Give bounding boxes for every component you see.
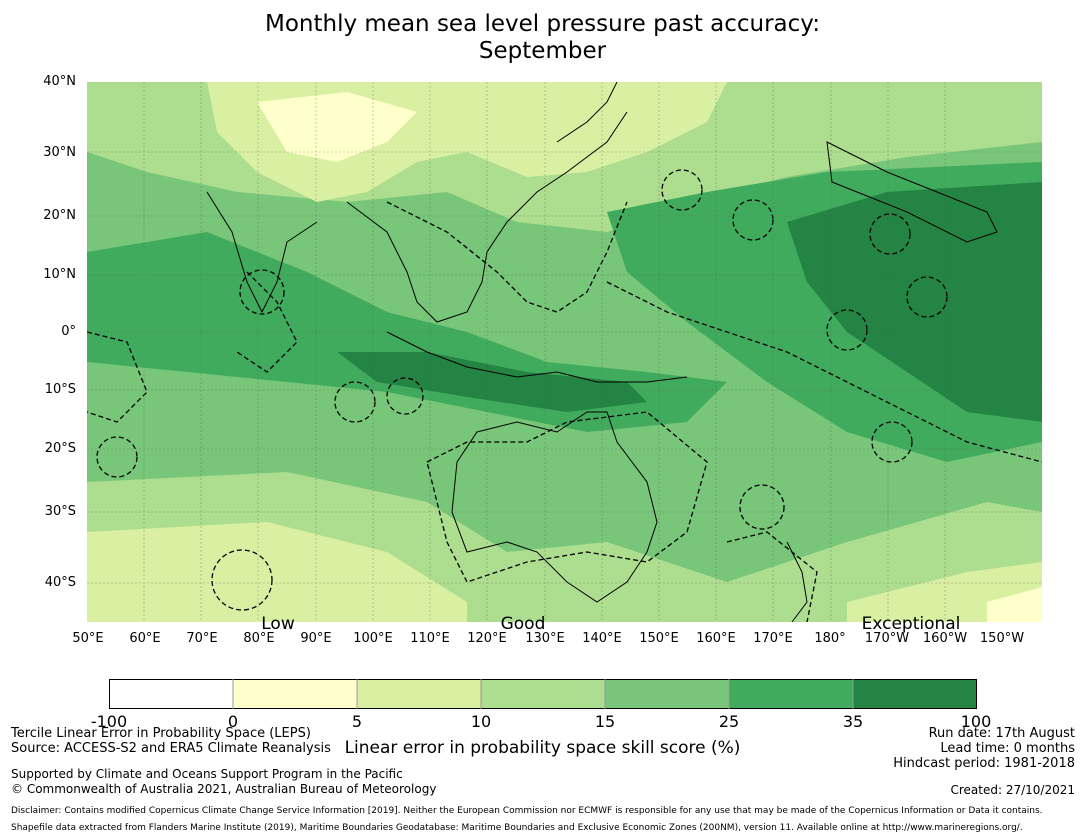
colorbar-tick: 35: [842, 712, 864, 731]
eez-circle-4: [661, 169, 703, 211]
lat-label-20s: 20°S: [44, 441, 76, 456]
colorbar-tick: 5: [351, 712, 363, 731]
eez-circle-9: [906, 276, 948, 318]
eez-australia: [426, 411, 708, 583]
eez-circle-10: [739, 484, 785, 530]
lon-label-170e: 170°E: [753, 631, 793, 646]
eez-circle-2: [334, 381, 376, 423]
eez-circle-3: [386, 377, 424, 415]
japan-coast: [556, 82, 618, 143]
eez-circle-1: [211, 549, 273, 611]
lon-label-150e: 150°E: [639, 631, 679, 646]
lon-label-180: 180°: [814, 631, 846, 646]
lon-label-130e: 130°E: [525, 631, 565, 646]
lon-label-160e: 160°E: [696, 631, 736, 646]
colorbar-tick: 0: [227, 712, 239, 731]
eez-bay: [236, 271, 298, 373]
se-asia-coast: [346, 111, 628, 323]
lat-label-40s: 40°S: [44, 575, 76, 590]
colorbar-tick: 100: [960, 712, 992, 731]
new-zealand-coast: [786, 541, 808, 622]
eez-circle-6: [869, 213, 911, 255]
lon-label-170w: 170°W: [864, 631, 910, 646]
eez-nz: [726, 531, 818, 622]
footer-hindcast: Hindcast period: 1981-2018: [893, 756, 1075, 771]
region-pacific-dark: [787, 182, 1042, 422]
colorbar-tick: 25: [718, 712, 740, 731]
eez-circle-12: [96, 436, 138, 478]
skill-score-map: [87, 82, 1042, 622]
lon-label-50e: 50°E: [72, 631, 104, 646]
lat-label-10n: 10°N: [43, 267, 76, 282]
eez-circle-7: [239, 269, 285, 315]
coastlines: [206, 82, 998, 622]
eez-pacific: [606, 281, 1042, 463]
lon-label-150w: 150°W: [979, 631, 1025, 646]
footer-lead-time: Lead time: 0 months: [940, 741, 1075, 756]
lat-label-40n: 40°N: [43, 74, 76, 89]
colorbar-segment: [233, 679, 357, 709]
colorbar-segment: [357, 679, 481, 709]
lon-label-100e: 100°E: [353, 631, 393, 646]
lat-label-0: 0°: [61, 324, 76, 339]
lat-label-30n: 30°N: [43, 145, 76, 160]
lon-label-70e: 70°E: [186, 631, 218, 646]
hawaii-eez: [826, 141, 998, 243]
lon-label-90e: 90°E: [300, 631, 332, 646]
footer-support: Supported by Climate and Oceans Support …: [11, 767, 403, 781]
category-exceptional: Exceptional: [861, 614, 961, 634]
colorbar-frame: [109, 679, 977, 709]
region-south-yellow: [87, 522, 467, 622]
lat-label-30s: 30°S: [44, 504, 76, 519]
colorbar-tick: 15: [594, 712, 616, 731]
footer-created: Created: 27/10/2021: [950, 783, 1075, 797]
region-asia-lightest: [257, 92, 417, 162]
category-good: Good: [500, 614, 546, 634]
footer-disclaimer: Disclaimer: Contains modified Copernicus…: [11, 806, 1043, 816]
footer-shapefile-credit: Shapefile data extracted from Flanders M…: [11, 823, 1023, 833]
lat-label-10s: 10°S: [44, 382, 76, 397]
colorbar-tick: -100: [90, 712, 128, 731]
lon-label-140e: 140°E: [582, 631, 622, 646]
colorbar: [109, 679, 977, 709]
region-indian-dark: [337, 352, 647, 412]
eez-boundaries: [87, 169, 1042, 622]
india-coast: [206, 191, 318, 314]
lon-label-160w: 160°W: [922, 631, 968, 646]
footer-source: Source: ACCESS-S2 and ERA5 Climate Reana…: [11, 741, 331, 756]
colorbar-segment: [109, 679, 233, 709]
category-low: Low: [261, 614, 295, 634]
lon-label-120e: 120°E: [467, 631, 507, 646]
footer-copyright: © Commonwealth of Australia 2021, Austra…: [11, 782, 437, 796]
region-south-lightest: [987, 587, 1042, 622]
lon-label-60e: 60°E: [129, 631, 161, 646]
footer-method: Tercile Linear Error in Probability Spac…: [11, 726, 311, 741]
colorbar-title: Linear error in probability space skill …: [344, 738, 741, 758]
eez-circle-11: [871, 421, 913, 463]
eez-circle-8: [826, 309, 868, 351]
colorbar-segment: [481, 679, 605, 709]
footer-run-date: Run date: 17th August: [928, 726, 1075, 741]
eez-indian: [87, 331, 148, 423]
colorbar-tick: 10: [470, 712, 492, 731]
lon-label-80e: 80°E: [243, 631, 275, 646]
map-title-line2: September: [478, 38, 607, 64]
graticule: [87, 82, 1042, 622]
map-title-line1: Monthly mean sea level pressure past acc…: [265, 11, 820, 37]
lat-label-20n: 20°N: [43, 208, 76, 223]
lon-label-110e: 110°E: [410, 631, 450, 646]
colorbar-segment: [605, 679, 729, 709]
colorbar-segment: [853, 679, 977, 709]
indonesia-coast: [386, 331, 688, 383]
colorbar-segment: [729, 679, 853, 709]
